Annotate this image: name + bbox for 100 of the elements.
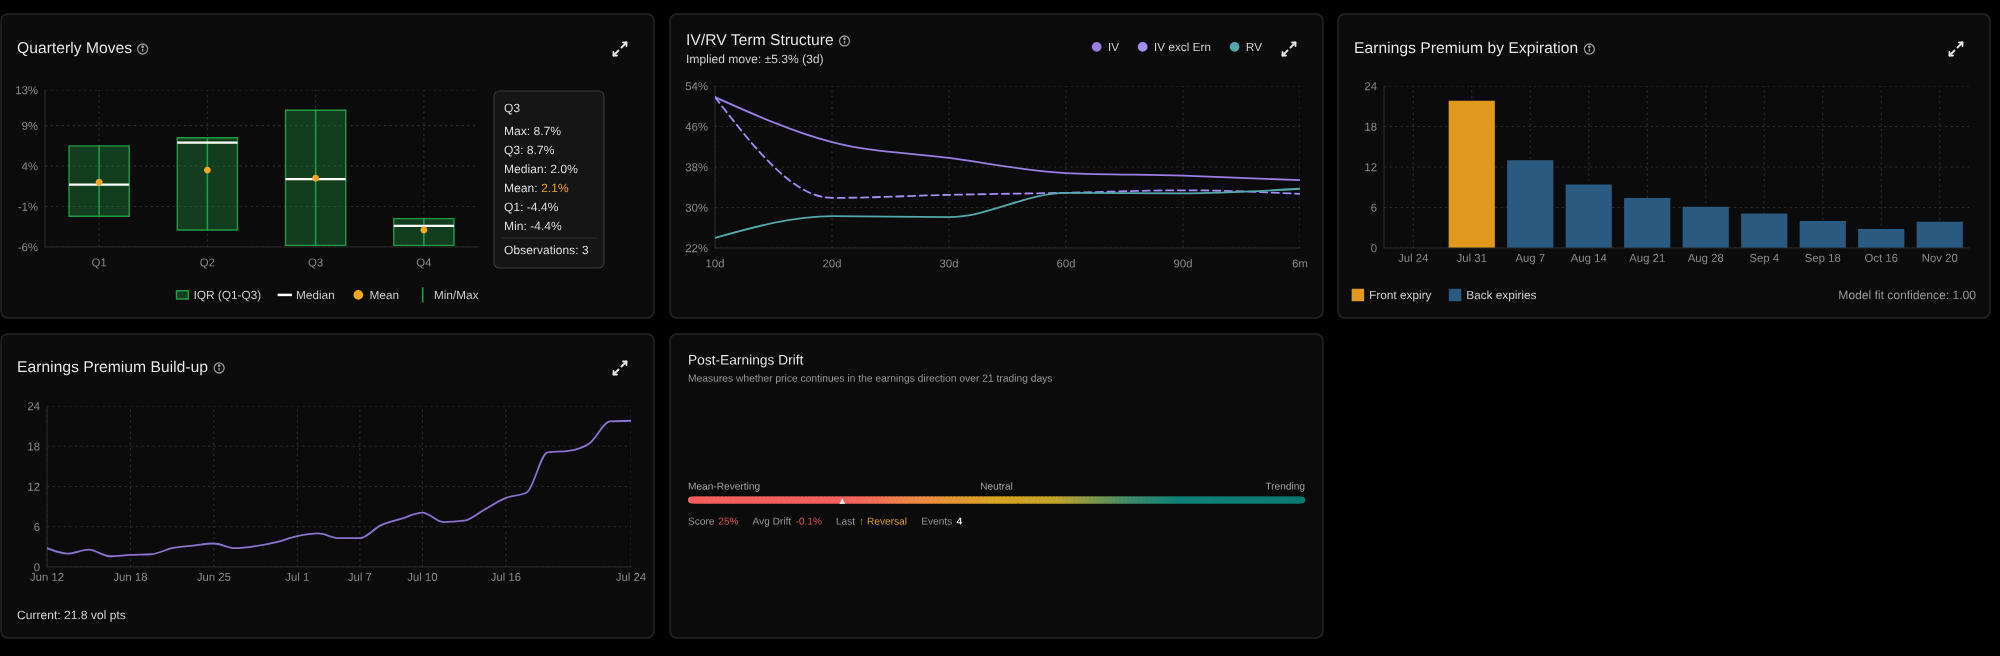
text: Min/Max (434, 290, 479, 300)
legend-label: Front expiry (1370, 290, 1432, 302)
text: Measures whether price continues in the earnings direction over 21 trading days (688, 374, 1053, 384)
text: Q3: 8.7% (504, 145, 554, 157)
bar (1448, 100, 1495, 248)
y-tick-label: 24 (1364, 82, 1377, 91)
chart-title: Earnings Premium by Expiration (1355, 41, 1578, 57)
y-tick-label: 0 (34, 563, 40, 572)
x-tick-label: Jul 31 (1456, 253, 1487, 262)
y-tick-label: 12 (28, 482, 40, 491)
point (312, 174, 320, 182)
x-tick-label: Sep 18 (1805, 253, 1841, 265)
y-tick-label: 30% (685, 203, 708, 212)
text: Min: -4.4% (504, 221, 562, 231)
y-tick-label: 6 (34, 522, 40, 531)
bar (1799, 221, 1846, 248)
chart-title: IV/RV Term Structure (687, 33, 834, 46)
legend-label: Back expiries (1467, 290, 1537, 302)
y-tick-label: 54% (685, 82, 708, 91)
x-tick-label: Jul 1 (285, 572, 309, 581)
text: 4 (956, 517, 963, 525)
text: Trending (1265, 482, 1305, 492)
y-tick-label: 18 (28, 442, 40, 451)
x-tick-label: Aug 21 (1629, 253, 1665, 265)
legend-label: RV (1246, 42, 1262, 52)
bar (1507, 160, 1554, 248)
x-tick-label: 90d (1174, 259, 1192, 268)
text: Mean: 2.1% (504, 183, 569, 193)
x-tick-label: Sep 4 (1749, 253, 1779, 265)
text: Neutral (980, 482, 1013, 490)
line-series (715, 96, 1300, 199)
y-tick-label: 13% (16, 86, 38, 95)
y-tick-label: 4% (21, 162, 38, 171)
text: Q3 (504, 103, 520, 115)
x-tick-label: Q4 (416, 258, 432, 269)
x-tick-label: Jul 7 (348, 572, 372, 581)
y-tick-label: 0 (1371, 244, 1377, 253)
x-tick-label: Jul 16 (490, 572, 521, 581)
text: Post-Earnings Drift (689, 354, 804, 368)
bar (1624, 198, 1671, 248)
point (95, 178, 103, 186)
line-series (715, 96, 1300, 182)
text: Last (836, 517, 855, 525)
text: Avg Drift (752, 517, 792, 527)
text: Current: 21.8 vol pts (17, 610, 126, 622)
text: Model fit confidence: 1.00 (1839, 290, 1976, 300)
y-tick-label: -6% (18, 243, 38, 252)
text: Q1: -4.4% (504, 202, 558, 214)
x-tick-label: Jun 25 (196, 572, 231, 581)
text: Max: 8.7% (504, 126, 561, 136)
y-tick-label: 9% (22, 121, 38, 130)
chart-subtitle: Implied move: ±5.3% (3d) (687, 54, 823, 66)
line-series (715, 187, 1300, 239)
x-tick-label: Q3 (308, 258, 323, 269)
legend-label: IQR (Q1-Q3) (194, 290, 261, 302)
text: Median: 2.0% (504, 164, 578, 174)
legend-label: IV (1109, 42, 1120, 52)
chart-title: Earnings Premium Build-up (18, 360, 208, 376)
y-tick-label: 18 (1365, 122, 1377, 131)
x-tick-label: 10d (706, 259, 724, 268)
bar (1916, 221, 1963, 248)
y-tick-label: 24 (27, 402, 40, 411)
line-series (47, 419, 631, 558)
x-tick-label: Q2 (200, 258, 215, 269)
chart-title: Quarterly Moves (17, 41, 132, 57)
text: ↑ Reversal (860, 517, 907, 525)
text: Observations: 3 (504, 245, 589, 255)
y-tick-label: -1% (18, 202, 38, 211)
bar (1741, 213, 1788, 248)
x-tick-label: Nov 20 (1922, 253, 1958, 262)
bar (1682, 206, 1729, 248)
data-label: 25% (718, 517, 739, 525)
point (203, 166, 211, 174)
x-tick-label: Q1 (92, 258, 107, 269)
text: -0.1% (795, 517, 822, 525)
x-tick-label: Aug 14 (1570, 253, 1607, 265)
text: Score (688, 517, 715, 525)
x-tick-label: Jun 12 (30, 572, 64, 581)
y-tick-label: 38% (685, 163, 708, 172)
x-tick-label: Aug 28 (1687, 253, 1724, 265)
x-tick-label: Aug 7 (1515, 253, 1545, 265)
y-tick-label: 12 (1365, 163, 1377, 172)
bar (1858, 229, 1905, 248)
bar (1565, 184, 1612, 248)
y-tick-label: 6 (1371, 203, 1377, 212)
x-tick-label: Jul 24 (1398, 253, 1429, 262)
x-tick-label: 30d (939, 259, 958, 268)
text: Events (922, 517, 952, 525)
x-tick-label: 60d (1057, 259, 1075, 268)
legend-label: IV excl Ern (1154, 42, 1211, 52)
x-tick-label: 20d (823, 259, 841, 268)
text: Mean-Reverting (688, 482, 760, 492)
y-tick-label: 46% (685, 122, 708, 131)
text: Median (296, 290, 334, 300)
x-tick-label: Jul 24 (615, 572, 646, 581)
y-tick-label: 22% (685, 244, 708, 253)
x-tick-label: Oct 16 (1865, 253, 1898, 262)
x-tick-label: 6m (1292, 259, 1308, 268)
x-tick-label: Jun 18 (113, 572, 148, 581)
x-tick-label: Jul 10 (407, 572, 438, 581)
